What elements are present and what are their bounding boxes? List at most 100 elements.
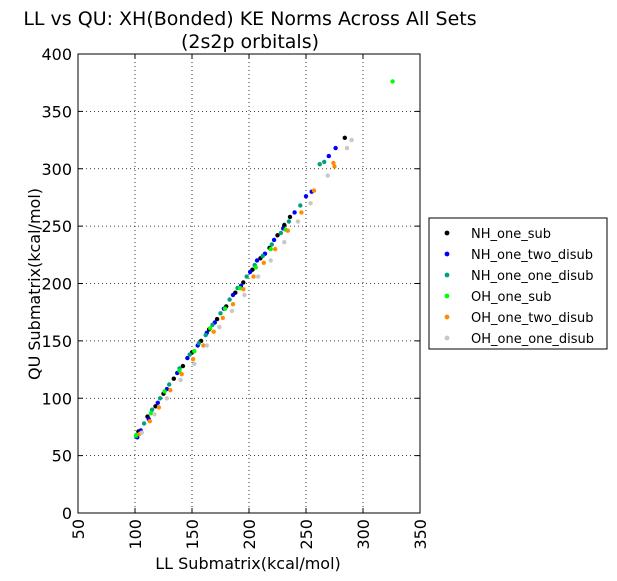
legend-entry: NH_one_one_disub xyxy=(471,269,594,284)
data-point-OH_one_two_disub xyxy=(220,315,225,321)
legend-entry: OH_one_two_disub xyxy=(471,311,594,326)
data-point-OH_one_one_disub xyxy=(308,201,313,206)
legend-entry: NH_one_two_disub xyxy=(471,248,593,263)
data-point-NH_one_one_disub xyxy=(286,219,292,224)
data-point-OH_one_one_disub xyxy=(229,308,235,314)
data-point-OH_one_two_disub xyxy=(299,210,304,215)
y-tick-label: 300 xyxy=(41,160,72,179)
data-point-NH_one_sub xyxy=(171,376,176,381)
data-point-OH_one_two_disub xyxy=(211,329,216,334)
axis-ticks xyxy=(77,53,421,514)
data-point-NH_one_one_disub xyxy=(196,341,201,346)
data-point-OH_one_one_disub xyxy=(349,137,354,143)
chart-subtitle: (2s2p orbitals) xyxy=(181,31,319,53)
y-tick-label: 250 xyxy=(41,217,72,236)
legend-entry: NH_one_sub xyxy=(471,227,551,242)
data-point-NH_one_one_disub xyxy=(269,242,274,247)
data-point-NH_one_sub xyxy=(241,280,246,285)
data-point-NH_one_one_disub xyxy=(227,297,232,302)
data-point-OH_one_one_disub xyxy=(242,292,247,298)
data-point-OH_one_sub xyxy=(222,306,228,311)
data-point-OH_one_one_disub xyxy=(255,274,261,279)
data-point-OH_one_one_disub xyxy=(164,396,170,401)
data-point-NH_one_sub xyxy=(287,214,293,220)
data-point-OH_one_two_disub xyxy=(179,372,184,377)
data-point-OH_one_two_disub xyxy=(156,405,162,410)
y-axis-label: QU Submatrix(kcal/mol) xyxy=(25,188,44,380)
legend-entry: OH_one_sub xyxy=(471,290,551,305)
data-point-NH_one_one_disub xyxy=(317,162,322,167)
data-point-NH_one_sub xyxy=(282,222,287,228)
y-tick-label: 150 xyxy=(41,332,72,351)
y-tick-label: 400 xyxy=(41,45,72,64)
data-point-OH_one_sub xyxy=(208,326,213,331)
data-point-OH_one_two_disub xyxy=(230,302,236,307)
data-point-NH_one_two_disub xyxy=(254,258,260,263)
data-point-NH_one_one_disub xyxy=(298,203,303,208)
data-point-NH_one_sub xyxy=(214,316,220,322)
data-point-OH_one_two_disub xyxy=(285,228,290,233)
data-point-OH_one_one_disub xyxy=(268,258,273,263)
x-tick-labels: 50 100 150 200 250 300 350 xyxy=(69,519,430,550)
y-tick-label: 200 xyxy=(41,275,72,294)
data-point-NH_one_one_disub xyxy=(278,230,284,236)
x-tick-label: 350 xyxy=(411,519,430,550)
data-point-OH_one_sub xyxy=(237,285,243,291)
data-point-OH_one_one_disub xyxy=(282,240,287,245)
legend-marker xyxy=(444,293,450,299)
data-point-NH_one_one_disub xyxy=(210,322,215,327)
data-point-OH_one_sub xyxy=(162,389,167,394)
data-point-NH_one_two_disub xyxy=(292,210,297,215)
data-point-NH_one_two_disub xyxy=(326,153,331,159)
data-point-NH_one_two_disub xyxy=(303,194,309,199)
data-point-OH_one_sub xyxy=(268,246,273,252)
data-point-OH_one_one_disub xyxy=(295,219,301,224)
y-tick-labels: 0 50 100 150 200 250 300 350 400 xyxy=(41,45,72,523)
grid-lines xyxy=(77,53,421,514)
chart-title: LL vs QU: XH(Bonded) KE Norms Across All… xyxy=(23,8,476,30)
data-point-NH_one_sub xyxy=(342,135,347,140)
x-axis-label: LL Submatrix(kcal/mol) xyxy=(155,554,341,573)
x-tick-label: 250 xyxy=(297,519,316,550)
legend-marker xyxy=(444,251,450,257)
data-point-NH_one_one_disub xyxy=(149,407,155,412)
x-tick-label: 150 xyxy=(183,519,202,550)
legend-marker xyxy=(444,230,450,236)
data-point-NH_one_one_disub xyxy=(167,382,172,387)
data-point-OH_one_two_disub xyxy=(332,164,337,169)
legend: NH_one_sub NH_one_two_disub NH_one_one_dis… xyxy=(428,217,608,350)
y-tick-label: 50 xyxy=(52,447,72,466)
data-point-OH_one_sub xyxy=(148,411,154,416)
data-point-NH_one_sub xyxy=(275,233,280,238)
data-point-OH_one_one_disub xyxy=(178,377,183,383)
data-point-OH_one_two_disub xyxy=(190,357,196,362)
data-point-OH_one_two_disub xyxy=(311,188,317,193)
data-point-OH_one_two_disub xyxy=(147,419,152,424)
data-point-NH_one_one_disub xyxy=(203,332,208,338)
data-point-NH_one_one_disub xyxy=(322,159,327,165)
data-point-OH_one_sub xyxy=(192,349,197,354)
data-point-OH_one_one_disub xyxy=(152,412,157,417)
data-point-NH_one_one_disub xyxy=(244,274,249,279)
data-point-NH_one_two_disub xyxy=(271,237,277,243)
legend-box xyxy=(428,217,608,350)
data-point-NH_one_two_disub xyxy=(230,292,236,298)
data-point-OH_one_sub xyxy=(177,368,182,373)
x-tick-label: 50 xyxy=(69,519,88,539)
y-tick-label: 100 xyxy=(41,389,72,408)
data-point-OH_one_one_disub xyxy=(204,343,209,348)
data-point-OH_one_two_disub xyxy=(331,160,336,166)
data-point-OH_one_one_disub xyxy=(325,173,330,178)
data-point-OH_one_one_disub xyxy=(217,324,222,330)
data-point-OH_one_sub xyxy=(390,79,395,84)
x-tick-label: 100 xyxy=(126,519,145,550)
legend-marker xyxy=(444,314,450,320)
data-point-OH_one_sub xyxy=(253,265,258,270)
y-tick-label: 350 xyxy=(41,102,72,121)
data-point-NH_one_one_disub xyxy=(187,352,192,357)
data-point-NH_one_two_disub xyxy=(185,355,190,361)
chart-title-group: LL vs QU: XH(Bonded) KE Norms Across All… xyxy=(23,8,476,53)
x-tick-label: 300 xyxy=(354,519,373,550)
data-points xyxy=(133,79,395,440)
